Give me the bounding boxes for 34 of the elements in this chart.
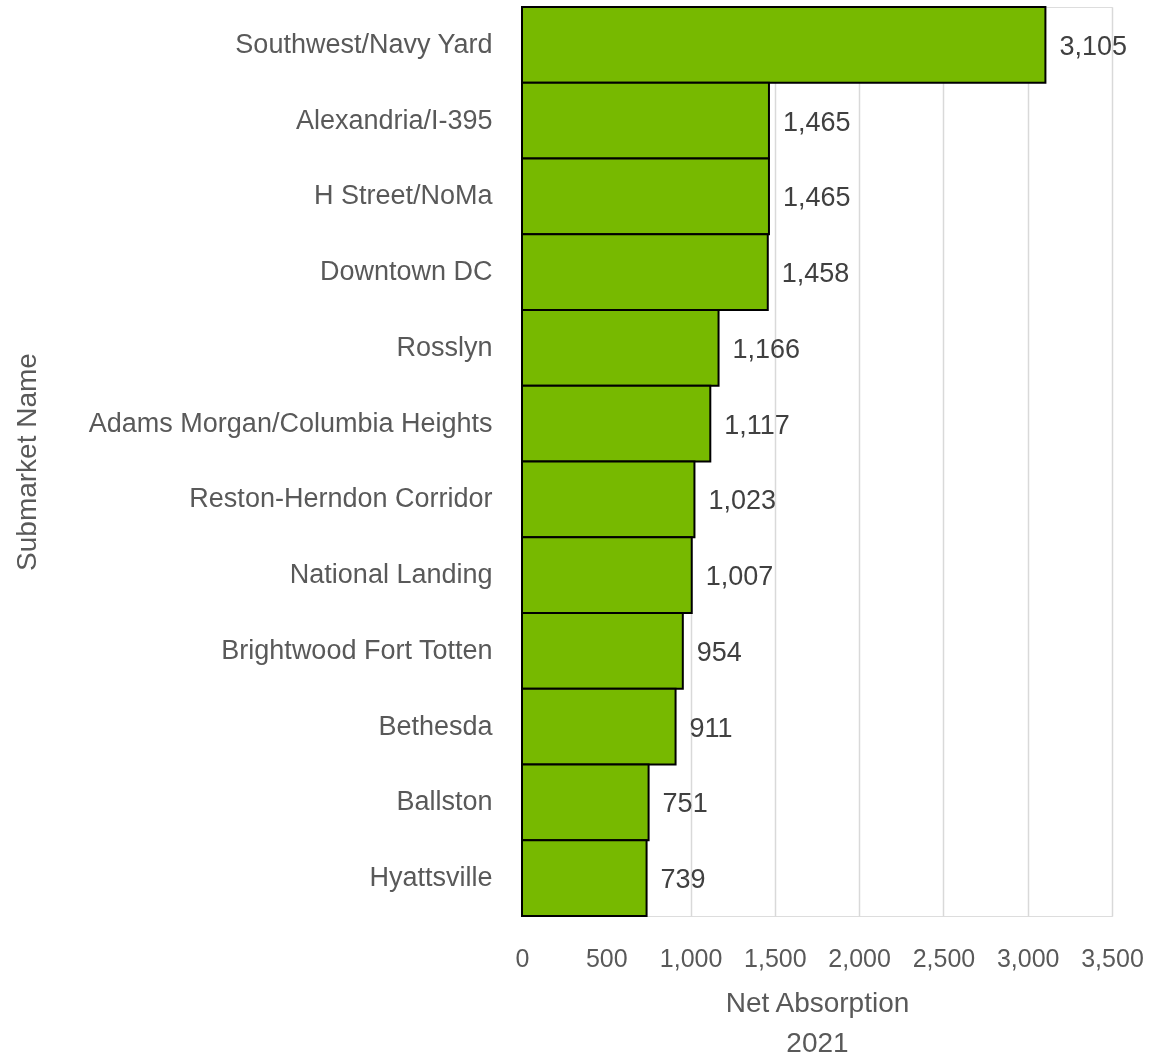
y-tick-label: Adams Morgan/Columbia Heights xyxy=(88,407,493,438)
x-tick-label: 2,000 xyxy=(828,943,891,972)
y-tick-label: Rosslyn xyxy=(396,331,493,362)
data-label: 954 xyxy=(696,636,742,667)
x-tick-label: 3,000 xyxy=(996,943,1060,972)
y-tick-label: Southwest/Navy Yard xyxy=(235,28,493,59)
data-label: 1,117 xyxy=(724,409,790,440)
data-label: 1,023 xyxy=(708,485,777,516)
data-label: 1,007 xyxy=(705,561,774,592)
x-tick-label: 1,000 xyxy=(659,943,723,972)
data-label: 911 xyxy=(689,712,733,743)
data-label: 3,105 xyxy=(1059,30,1127,61)
data-label: 1,166 xyxy=(732,333,801,364)
x-tick-label: 2,500 xyxy=(912,943,976,972)
data-label: 1,465 xyxy=(782,182,851,213)
x-tick-label: 0 xyxy=(515,943,530,972)
data-label: 1,458 xyxy=(781,258,850,289)
x-tick-label: 1,500 xyxy=(744,943,807,972)
y-tick-label: National Landing xyxy=(289,559,493,590)
x-tick-label: 500 xyxy=(585,943,628,972)
y-tick-label: Brightwood Fort Totten xyxy=(221,634,493,665)
data-label: 1,465 xyxy=(782,106,851,137)
y-axis-title: Submarket Name xyxy=(10,353,42,571)
y-tick-label: Hyattsville xyxy=(369,862,493,893)
x-axis-title: Net Absorption 2021 xyxy=(725,986,910,1058)
data-label: 739 xyxy=(660,864,706,895)
y-tick-label: Reston-Herndon Corridor xyxy=(189,483,493,514)
y-tick-label: Downtown DC xyxy=(319,256,493,287)
x-tick-label: 3,500 xyxy=(1081,943,1144,972)
y-tick-label: Alexandria/I-395 xyxy=(295,104,493,135)
y-tick-label: H Street/NoMa xyxy=(313,180,494,211)
y-tick-label: Ballston xyxy=(396,786,493,817)
data-label: 751 xyxy=(662,788,708,819)
y-tick-label: Bethesda xyxy=(378,710,494,741)
